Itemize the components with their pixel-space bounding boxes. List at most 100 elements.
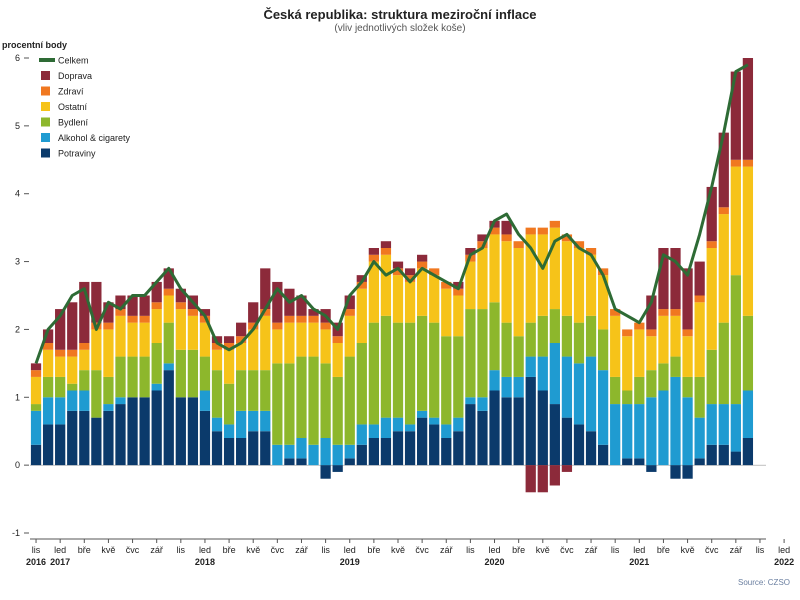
legend-swatch <box>41 133 50 142</box>
bar-segment <box>537 234 548 316</box>
bar-segment <box>646 295 657 330</box>
x-tick-label: led <box>344 545 356 555</box>
x-tick-label: zář <box>150 545 164 555</box>
bar-segment <box>585 254 597 316</box>
bar-segment <box>139 356 150 398</box>
bar-segment <box>573 241 585 248</box>
bar-segment <box>730 404 741 452</box>
bar-segment <box>429 417 440 425</box>
bar-segment <box>332 376 343 445</box>
bar-segment <box>236 370 247 411</box>
bar-segment <box>525 356 536 377</box>
bar-segment <box>658 363 669 391</box>
bar-segment <box>223 383 235 425</box>
x-tick-label: kvě <box>536 545 550 555</box>
bar-segment <box>658 248 669 310</box>
bar-segment <box>368 438 379 466</box>
bar-segment <box>404 275 416 282</box>
bar-segment <box>139 295 150 316</box>
bar-segment <box>308 322 319 357</box>
bar-segment <box>42 424 54 466</box>
bar-segment <box>477 248 488 310</box>
bar-segment <box>248 410 259 432</box>
bar-segment <box>453 431 464 466</box>
bar-segment <box>718 322 729 405</box>
x-tick-label: led <box>778 545 790 555</box>
x-tick-label: čvc <box>705 545 719 555</box>
bar-segment <box>103 410 114 466</box>
bar-segment <box>561 315 573 357</box>
bar-segment <box>513 336 524 377</box>
bar-segment <box>501 322 512 377</box>
bar-segment <box>260 268 271 310</box>
bar-segment <box>622 329 633 337</box>
bar-segment <box>658 390 669 466</box>
bar-segment <box>392 261 404 269</box>
bar-segment <box>163 295 174 323</box>
bar-segment <box>417 254 428 262</box>
bar-segment <box>392 417 404 432</box>
bar-segment <box>175 288 186 303</box>
bar-segment <box>67 383 78 391</box>
bar-segment <box>103 322 114 330</box>
x-tick-label: led <box>633 545 645 555</box>
bar-segment <box>79 390 90 411</box>
bar-segment <box>199 390 211 411</box>
bar-segment <box>223 349 235 384</box>
bar-segment <box>646 370 657 398</box>
bar-segment <box>706 186 717 242</box>
bar-segment <box>236 322 247 337</box>
bar-segment <box>272 322 283 330</box>
x-year-label: 2021 <box>629 557 649 567</box>
x-year-label: 2022 <box>774 557 794 567</box>
bar-segment <box>706 444 717 466</box>
bar-segment <box>248 329 259 371</box>
bar-segment <box>622 458 633 466</box>
bar-segment <box>537 356 548 391</box>
bar-segment <box>272 444 283 466</box>
bar-segment <box>368 424 379 438</box>
bar-segment <box>211 349 223 371</box>
legend-swatch <box>41 102 50 111</box>
x-tick-label: lis <box>177 545 186 555</box>
bar-segment <box>465 248 476 255</box>
bar-segment <box>694 295 705 303</box>
bar-segment <box>477 234 488 242</box>
bar-segment <box>368 254 379 262</box>
legend-swatch <box>41 86 50 96</box>
bar-segment <box>79 349 90 371</box>
bar-segment <box>223 343 235 350</box>
bar-segment <box>380 417 392 438</box>
bar-segment <box>404 281 416 323</box>
bar-segment <box>91 370 102 418</box>
bar-segment <box>537 390 548 466</box>
bar-segment <box>151 390 162 466</box>
bar-segment <box>585 248 597 255</box>
bar-segment <box>417 261 428 269</box>
legend-swatch <box>41 71 50 80</box>
bar-segment <box>742 166 754 316</box>
bar-segment <box>139 322 150 357</box>
bar-segment <box>127 295 138 316</box>
bar-segment <box>332 444 343 466</box>
bar-segment <box>272 281 283 323</box>
bar-segment <box>115 309 126 316</box>
bar-segment <box>284 363 295 445</box>
bar-segment <box>525 376 536 466</box>
bar-segment <box>356 288 367 343</box>
bar-segment <box>163 288 174 296</box>
x-tick-label: kvě <box>681 545 695 555</box>
bar-segment <box>115 295 126 310</box>
bar-segment <box>549 465 560 486</box>
bar-segment <box>730 451 741 466</box>
bar-segment <box>706 404 717 445</box>
bar-segment <box>404 431 416 466</box>
bar-segment <box>199 322 211 357</box>
bar-segment <box>634 458 645 466</box>
bar-segment <box>525 322 536 357</box>
bar-segment <box>356 444 367 466</box>
bar-segment <box>646 329 657 337</box>
bar-segment <box>344 295 355 310</box>
bar-segment <box>465 397 476 405</box>
